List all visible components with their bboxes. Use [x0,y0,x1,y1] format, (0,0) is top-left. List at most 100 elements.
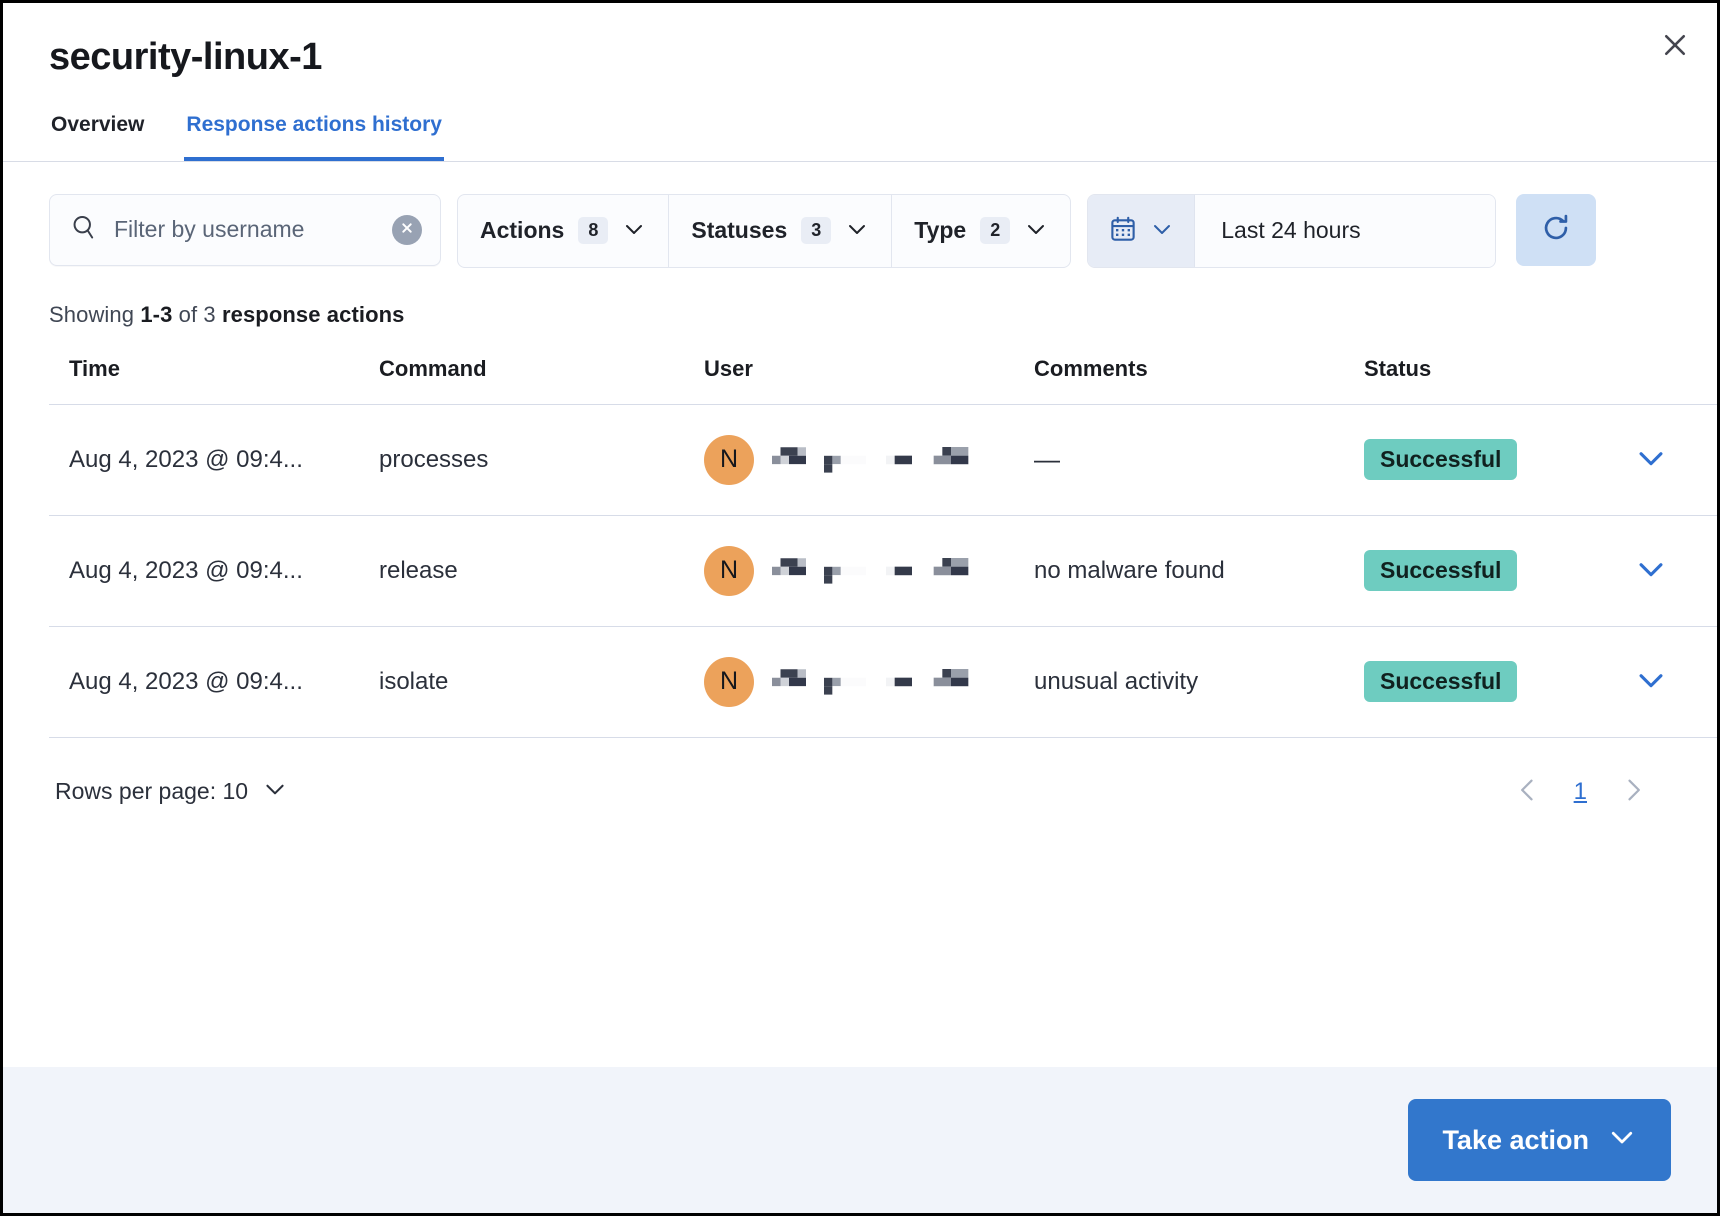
rows-per-page-select[interactable]: Rows per page: 10 [49,772,294,812]
take-action-button[interactable]: Take action [1408,1099,1671,1181]
close-icon [1660,30,1690,60]
chevron-down-icon [1607,1122,1637,1159]
table-footer: Rows per page: 10 1 [49,772,1671,812]
flyout-body: Actions 8 Statuses 3 [3,162,1717,1067]
cell-status: Successful [1364,626,1634,738]
chevron-down-icon [262,776,288,808]
page-title: security-linux-1 [49,36,322,78]
redaction-block [933,668,969,695]
redaction-block [772,558,806,584]
chevron-down-icon [1634,441,1668,478]
cell-time: Aug 4, 2023 @ 09:4... [49,626,379,738]
status-badge: Successful [1364,661,1518,703]
pagination-controls: 1 [1510,772,1671,811]
calendar-icon [1108,214,1138,247]
search-box[interactable] [49,193,441,266]
cell-comments: unusual activity [1034,626,1364,738]
rows-per-page-label: Rows per page: 10 [55,778,249,805]
table-row: Aug 4, 2023 @ 09:4... processes N [49,404,1717,516]
redaction-block [886,446,912,473]
avatar: N [704,656,754,707]
summary-range: 1-3 [140,301,173,327]
cell-expand [1634,626,1717,738]
previous-page-button[interactable] [1510,772,1546,811]
take-action-label: Take action [1442,1124,1589,1155]
chevron-down-icon [1634,663,1668,700]
redaction-block [824,669,866,695]
filter-actions-count: 8 [578,217,609,245]
expand-row-button[interactable] [1634,441,1668,478]
flyout-footer: Take action [3,1067,1717,1213]
filter-type-count: 2 [980,217,1011,245]
redaction-block [772,669,806,695]
clear-search-button[interactable] [392,214,422,245]
table-row: Aug 4, 2023 @ 09:4... isolate N [49,626,1717,738]
summary-suffix: response actions [221,301,405,327]
next-page-button[interactable] [1615,772,1651,811]
tab-bar: Overview Response actions history [49,107,1671,161]
table-body: Aug 4, 2023 @ 09:4... processes N [49,404,1717,738]
cell-user: N [704,515,1034,627]
tab-response-actions-history[interactable]: Response actions history [184,107,444,161]
filter-actions-label: Actions [480,217,565,244]
cell-user: N [704,404,1034,516]
filter-statuses-label: Statuses [691,217,788,244]
redaction-block [933,557,969,584]
redaction-block [772,447,806,473]
column-header-expand [1634,345,1717,405]
refresh-button[interactable] [1516,193,1597,266]
date-picker: Last 24 hours [1087,193,1497,268]
filter-actions-button[interactable]: Actions 8 [458,194,670,267]
chevron-down-icon [845,217,869,244]
cell-time: Aug 4, 2023 @ 09:4... [49,515,379,627]
redaction-block [933,446,969,473]
flyout-header: security-linux-1 Overview Response actio… [3,3,1717,161]
clear-icon [399,220,415,239]
redacted-username [772,668,970,695]
avatar: N [704,434,754,485]
results-summary: Showing 1-3 of 3 response actions [49,302,1671,328]
status-badge: Successful [1364,550,1518,592]
comment-value: — [1034,444,1060,475]
chevron-left-icon [1514,776,1542,807]
cell-comments: no malware found [1034,515,1364,627]
cell-status: Successful [1364,404,1634,516]
tab-overview[interactable]: Overview [51,112,145,136]
date-range-value[interactable]: Last 24 hours [1195,194,1496,267]
avatar: N [704,545,754,596]
filter-dropdown-group: Actions 8 Statuses 3 [457,193,1072,268]
table-header: Time Command User Comments Status [49,345,1717,405]
close-button[interactable] [1655,25,1695,65]
table-header-row: Time Command User Comments Status [49,345,1717,405]
search-icon [70,213,98,246]
redacted-username [772,446,970,473]
filter-type-button[interactable]: Type 2 [892,195,1070,267]
cell-status: Successful [1364,515,1634,627]
chevron-right-icon [1619,776,1647,807]
filter-statuses-count: 3 [801,217,832,245]
cell-expand [1634,515,1717,627]
cell-command: isolate [379,626,704,738]
search-input[interactable] [112,215,378,245]
expand-row-button[interactable] [1634,552,1668,589]
chevron-down-icon [622,217,646,244]
date-quick-select-button[interactable] [1088,194,1196,267]
summary-prefix: Showing [49,301,141,327]
chevron-down-icon [1150,217,1174,244]
redaction-block [824,558,866,584]
page-number-1[interactable]: 1 [1568,776,1593,808]
column-header-command: Command [379,345,704,405]
cell-time: Aug 4, 2023 @ 09:4... [49,404,379,516]
summary-middle: of 3 [172,301,222,327]
filter-statuses-button[interactable]: Statuses 3 [669,194,893,267]
cell-user: N [704,626,1034,738]
chevron-down-icon [1634,552,1668,589]
expand-row-button[interactable] [1634,663,1668,700]
refresh-icon [1539,211,1573,248]
cell-command: release [379,515,704,627]
header-divider [3,160,1717,162]
column-header-user: User [704,345,1034,405]
column-header-status: Status [1364,345,1634,405]
status-badge: Successful [1364,439,1518,481]
